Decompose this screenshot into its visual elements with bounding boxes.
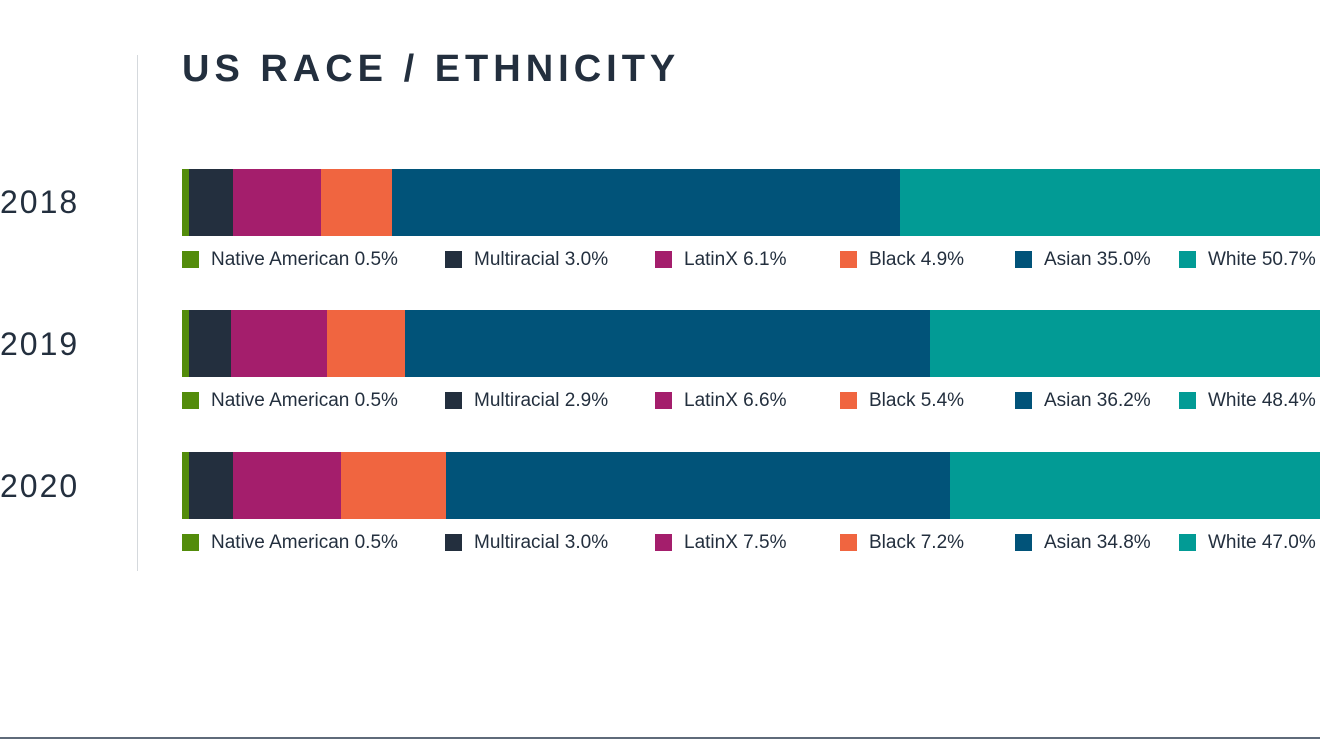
legend-swatch [1179,392,1196,409]
legend-label: Asian 36.2% [1044,390,1151,411]
chart-title: US RACE / ETHNICITY [182,48,681,90]
year-label-2019: 2019 [0,326,80,362]
legend-label: Black 7.2% [869,532,965,553]
legend-swatch [840,534,857,551]
bar-segment-white-2019 [930,310,1320,377]
legend-label: White 47.0% [1208,532,1316,553]
legend-swatch [182,251,199,268]
bottom-divider [0,737,1320,739]
legend-swatch [1179,534,1196,551]
legend-swatch [655,251,672,268]
bar-segment-latinx-2018 [232,169,322,236]
legend-swatch [655,392,672,409]
bar-segment-asian-2019 [405,310,931,377]
legend-label: LatinX 6.1% [684,249,787,270]
legend-swatch [1015,392,1032,409]
legend-label: Native American 0.5% [211,249,398,270]
bar-segment-native-american-2019 [182,310,190,377]
bar-segment-latinx-2020 [232,452,342,519]
legend-swatch [840,392,857,409]
legend-label: White 48.4% [1208,390,1316,411]
bar-segment-black-2018 [321,169,393,236]
legend-label: Multiracial 3.0% [474,532,609,553]
legend-2019: Native American 0.5% Multiracial 2.9% Lati… [182,389,1320,413]
legend-swatch [445,392,462,409]
legend-swatch [445,251,462,268]
legend-swatch [1179,251,1196,268]
legend-label: Black 5.4% [869,390,965,411]
bar-segment-black-2020 [341,452,446,519]
legend-2018: Native American 0.5% Multiracial 3.0% Lati… [182,248,1320,272]
year-label-2018: 2018 [0,184,80,220]
legend-swatch [840,251,857,268]
bar-segment-asian-2020 [445,452,951,519]
legend-label: LatinX 6.6% [684,390,787,411]
bar-segment-asian-2018 [392,169,900,236]
legend-label: Native American 0.5% [211,390,398,411]
bar-segment-native-american-2018 [182,169,190,236]
legend-label: Asian 34.8% [1044,532,1151,553]
bar-segment-multiracial-2019 [189,310,232,377]
legend-label: Black 4.9% [869,249,965,270]
legend-swatch [1015,534,1032,551]
bar-segment-black-2019 [326,310,406,377]
legend-swatch [1015,251,1032,268]
stacked-bar-2019 [182,310,1320,377]
stacked-bar-2018 [182,169,1320,236]
legend-label: Asian 35.0% [1044,249,1151,270]
legend-label: White 50.7% [1208,249,1316,270]
stacked-bar-2020 [182,452,1320,519]
legend-2020: Native American 0.5% Multiracial 3.0% Lati… [182,531,1320,555]
bar-segment-white-2020 [950,452,1320,519]
legend-label: LatinX 7.5% [684,532,787,553]
year-label-2020: 2020 [0,468,80,504]
bar-segment-multiracial-2018 [189,169,233,236]
legend-label: Multiracial 2.9% [474,390,609,411]
legend-swatch [655,534,672,551]
legend-label: Multiracial 3.0% [474,249,609,270]
bar-segment-multiracial-2020 [189,452,233,519]
bar-segment-latinx-2019 [231,310,327,377]
legend-label: Native American 0.5% [211,532,398,553]
legend-swatch [445,534,462,551]
vertical-divider [137,55,138,571]
legend-swatch [182,392,199,409]
bar-segment-native-american-2020 [182,452,190,519]
legend-swatch [182,534,199,551]
bar-segment-white-2018 [899,169,1320,236]
